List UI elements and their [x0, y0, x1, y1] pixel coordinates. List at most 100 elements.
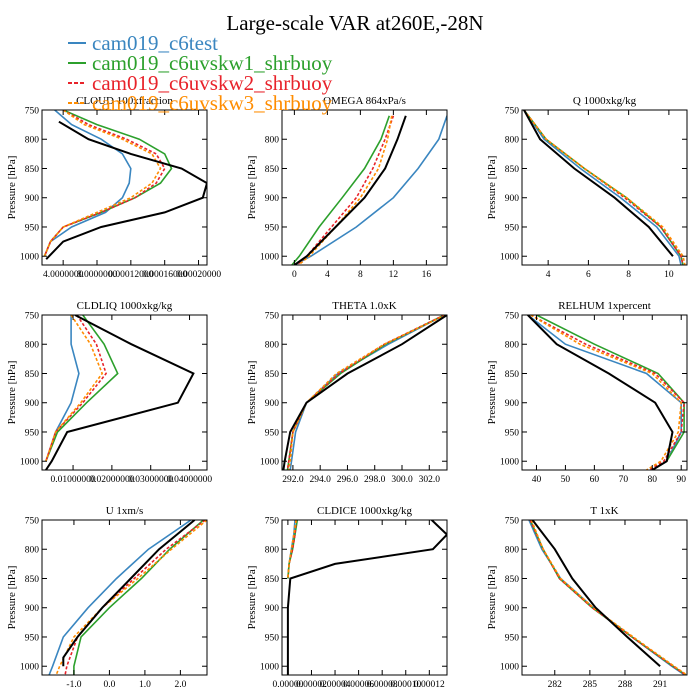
plot-frame [281, 314, 448, 471]
series-line-5 [286, 520, 447, 675]
y-tick-label: 900 [505, 399, 520, 409]
y-tick-label: 1000 [500, 663, 519, 673]
y-tick-label: 1000 [260, 458, 279, 468]
x-tick-label: 0.02000000 [89, 475, 134, 485]
series-line-2 [286, 315, 445, 470]
series-group [291, 115, 447, 265]
y-axis-label: Pressure [hPa] [246, 156, 258, 220]
series-line-4 [530, 520, 687, 675]
y-tick-label: 950 [505, 428, 520, 438]
series-line-2 [73, 520, 205, 675]
y-tick-label: 900 [25, 604, 40, 614]
series-group [282, 315, 447, 470]
x-tick-label: 0.00006 [343, 680, 374, 690]
panel-title: OMEGA 864xPa/s [323, 95, 406, 107]
y-tick-label: 900 [265, 194, 280, 204]
x-tick-label: 292.0 [282, 475, 304, 485]
y-tick-label: 750 [505, 312, 520, 322]
x-tick-label: 8 [358, 270, 363, 280]
x-tick-label: 0.03000000 [128, 475, 173, 485]
panel-2: OMEGA 864xPa/s Pressure [hPa] 800 850 900 950… [246, 95, 448, 280]
y-tick-label: 1000 [260, 253, 279, 263]
y-tick-label: 750 [505, 517, 520, 527]
panel-8: CLDICE 1000xkg/kg Pressure [hPa] 750 800 850… [246, 505, 448, 690]
series-line-2 [291, 115, 391, 265]
y-tick-label: 1000 [500, 253, 519, 263]
plot-frame [41, 519, 208, 676]
panel-title: T 1xK [590, 505, 618, 517]
x-tick-label: 4.0000000 [43, 270, 84, 280]
x-tick-label: 8.0000000 [77, 270, 118, 280]
series-line-4 [288, 315, 446, 470]
y-tick-label: 1000 [20, 663, 39, 673]
y-tick-label: 750 [265, 312, 280, 322]
series-line-1 [48, 520, 192, 675]
series-group [286, 520, 447, 675]
legend-label: cam019_c6uvskw2_shrbuoy [92, 71, 333, 95]
series-group [527, 315, 685, 470]
y-axis-label: Pressure [hPa] [246, 361, 258, 425]
x-tick-label: 0.01000000 [50, 475, 95, 485]
series-line-5 [45, 120, 207, 260]
y-tick-label: 750 [25, 107, 40, 117]
x-tick-label: 0.00016000 [142, 270, 187, 280]
y-tick-label: 950 [505, 633, 520, 643]
y-tick-label: 950 [265, 633, 280, 643]
series-group [48, 520, 207, 675]
panel-3: Q 1000xkg/kg Pressure [hPa] 750 800 850 900 95… [486, 95, 688, 280]
x-tick-label: 90 [676, 475, 686, 485]
x-tick-label: 50 [561, 475, 571, 485]
x-tick-label: 40 [532, 475, 542, 485]
y-tick-label: 1000 [20, 253, 39, 263]
y-tick-label: 800 [25, 136, 40, 146]
y-tick-label: 850 [25, 370, 40, 380]
x-tick-label: 0.0 [103, 680, 115, 690]
y-tick-label: 950 [25, 428, 40, 438]
x-tick-label: 70 [619, 475, 629, 485]
y-tick-label: 950 [265, 428, 280, 438]
y-tick-label: 1000 [20, 458, 39, 468]
legend-label: cam019_c6uvskw3_shrbuoy [92, 91, 333, 115]
legend-entry: cam019_c6test [68, 31, 218, 55]
plot-frame [521, 109, 688, 266]
panel-7: U 1xm/s Pressure [hPa] 750 800 850 900 950 1000… [6, 505, 208, 690]
y-tick-label: 750 [25, 312, 40, 322]
x-tick-label: 6 [586, 270, 591, 280]
x-tick-label: 8 [626, 270, 631, 280]
panel-title: U 1xm/s [106, 505, 144, 517]
x-tick-label: 80 [648, 475, 658, 485]
y-tick-label: 900 [25, 194, 40, 204]
y-tick-label: 1000 [260, 663, 279, 673]
x-tick-label: -1.0 [66, 680, 81, 690]
series-line-3 [296, 115, 395, 265]
series-line-4 [297, 115, 393, 265]
y-axis-label: Pressure [hPa] [486, 156, 498, 220]
x-tick-label: 4 [325, 270, 330, 280]
series-group [43, 110, 207, 260]
x-tick-label: 0.00012000 [108, 270, 153, 280]
panel-title: CLDICE 1000xkg/kg [317, 505, 413, 517]
panel-6: RELHUM 1xpercent Pressure [hPa] 750 800 850 9… [486, 300, 688, 485]
x-tick-label: 296.0 [337, 475, 359, 485]
series-line-3 [529, 520, 687, 675]
series-line-5 [523, 110, 674, 257]
panel-1: CLOUD 100xfraction Pressure [hPa] 750 800 85… [6, 95, 221, 280]
y-tick-label: 750 [505, 107, 520, 117]
series-line-1 [289, 315, 445, 470]
panel-title: THETA 1.0xK [332, 300, 397, 312]
plot-frame [41, 109, 208, 266]
series-line-3 [286, 315, 445, 470]
x-tick-label: 0.04000000 [167, 475, 212, 485]
y-tick-label: 800 [265, 341, 280, 351]
y-tick-label: 900 [265, 604, 280, 614]
series-group [523, 110, 686, 265]
y-tick-label: 850 [265, 370, 280, 380]
series-line-3 [43, 110, 166, 257]
x-tick-label: 302.0 [419, 475, 441, 485]
y-tick-label: 800 [265, 546, 280, 556]
x-tick-label: 10 [664, 270, 674, 280]
y-tick-label: 850 [505, 370, 520, 380]
x-tick-label: 0.00002 [296, 680, 327, 690]
figure-title: Large-scale VAR at260E,-28N [226, 11, 483, 35]
y-tick-label: 900 [505, 194, 520, 204]
